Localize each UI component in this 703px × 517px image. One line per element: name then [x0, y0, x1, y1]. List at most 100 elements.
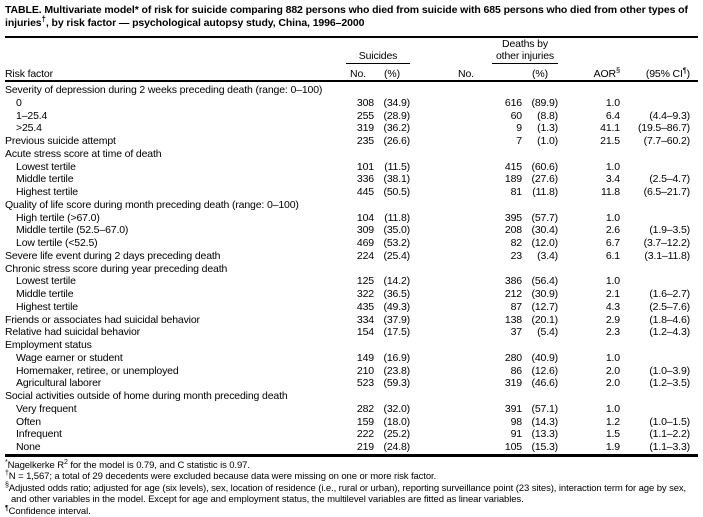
suicides-pct-cell: (53.2) [383, 237, 410, 249]
other-pct-cell: (89.9) [531, 96, 558, 109]
footnote-marker: ¶ [5, 504, 9, 512]
other-no-cell: 60 [510, 109, 523, 122]
suicides-no-cell: 282 [356, 402, 374, 415]
other-pct-cell: (12.7) [531, 300, 558, 313]
suicides-pct-cell: (17.5) [383, 326, 410, 339]
suicides-no-cell: 336 [356, 173, 374, 186]
other-no-cell: 37 [510, 326, 523, 339]
ci-cell: (1.0–1.5) [649, 415, 690, 428]
aor-cell: 2.1 [605, 288, 620, 300]
risk-factor-label: Middle tertile [16, 288, 74, 300]
suicides-pct-cell: (28.9) [383, 109, 410, 122]
other-injuries-line1: Deaths by [502, 38, 548, 50]
group-header-spacer [620, 37, 698, 64]
section-header-row: Chronic stress score during year precedi… [5, 263, 698, 276]
ci-cell: (2.5–7.6) [649, 300, 690, 313]
aor-cell [558, 390, 620, 403]
other-no-cell: 7 [516, 135, 522, 147]
suicides-pct-cell: (23.8) [383, 364, 410, 377]
other-no-cell: 189 [504, 173, 522, 186]
aor-cell: 3.4 [605, 173, 620, 186]
ci-label: (95% CI [645, 68, 683, 80]
other-pct-cell: (1.3) [537, 122, 558, 135]
ci-cell: (3.1–11.8) [644, 249, 690, 262]
other-pct-cell: (30.9) [531, 288, 558, 300]
ci-cell: (1.8–4.6) [649, 313, 690, 326]
other-no-cell [410, 263, 522, 276]
ci-cell: (1.1–3.3) [649, 441, 690, 453]
other-no-cell: 105 [504, 441, 522, 453]
other-pct-cell: (56.4) [531, 275, 558, 288]
other-no-cell: 9 [516, 122, 522, 135]
other-no-cell [410, 390, 522, 403]
table-row: Relative had suicidal behavior 154 (17.5) 3… [5, 326, 698, 339]
aor-cell: 1.0 [605, 211, 620, 224]
other-no-cell: 386 [504, 275, 522, 288]
section-header-row: Acute stress score at time of death [5, 148, 698, 161]
suicides-no-cell: 101 [356, 160, 374, 173]
ci-cell [620, 97, 698, 110]
aor-cell: 1.0 [605, 402, 620, 415]
ci-cell [620, 275, 698, 288]
ci-cell: (6.5–21.7) [643, 186, 691, 198]
other-pct-cell: (46.6) [531, 377, 558, 390]
table-row: Middle tertile 336 (38.1) 189 (27.6) 3.4 (2.5–… [5, 173, 698, 186]
table-row: Infrequent 222 (25.2) 91 (13.3) 1.5 (1.1–2.2) [5, 428, 698, 441]
table-row: Friends or associates had suicidal behav… [5, 314, 698, 327]
suicides-no-cell: 222 [356, 428, 374, 441]
section-header-row: Severity of depression during 2 weeks pr… [5, 81, 698, 97]
other-pct-cell: (15.3) [531, 441, 558, 453]
aor-cell: 11.8 [600, 186, 620, 198]
aor-cell [558, 81, 620, 97]
risk-factor-label: Acute stress score at time of death [5, 147, 162, 160]
other-no-cell: 82 [510, 237, 523, 249]
ci-cell [620, 148, 698, 161]
other-pct-cell: (1.0) [537, 135, 558, 147]
aor-cell [558, 148, 620, 161]
other-pct-cell [522, 263, 558, 276]
ci-cell [620, 352, 698, 365]
footnote-text: Confidence interval. [8, 505, 91, 517]
other-pct-cell: (60.6) [531, 160, 558, 173]
other-no-cell: 415 [504, 160, 522, 173]
suicides-no-cell: 159 [356, 415, 374, 428]
risk-factor-label: 0 [16, 96, 22, 109]
other-pct-cell: (30.4) [531, 224, 558, 237]
other-no-column-header: No. [410, 64, 522, 82]
risk-factor-label: Often [16, 415, 41, 428]
group-header-spacer [558, 37, 620, 64]
other-no-cell [410, 81, 522, 97]
suicides-no-column-header: No. [342, 64, 374, 82]
table-body: Severity of depression during 2 weeks pr… [5, 81, 698, 455]
ci-cell: (1.2–3.5) [649, 377, 690, 390]
suicides-pct-column-header: (%) [374, 64, 410, 82]
suicides-no-cell: 210 [356, 364, 374, 377]
ci-cell: (1.6–2.7) [649, 288, 690, 300]
suicides-pct-cell [374, 339, 410, 352]
column-header-row: Risk factor No. (%) No. (%) AOR§ (95% CI… [5, 64, 698, 82]
table-row: Middle tertile (52.5–67.0) 309 (35.0) 208 (3… [5, 224, 698, 237]
section-header-row: Quality of life score during month prece… [5, 199, 698, 212]
other-pct-cell [522, 81, 558, 97]
risk-factor-label: Highest tertile [16, 186, 78, 198]
table-row: Very frequent 282 (32.0) 391 (57.1) 1.0 [5, 403, 698, 416]
other-pct-cell: (13.3) [531, 428, 558, 441]
table-row: Lowest tertile 101 (11.5) 415 (60.6) 1.0 [5, 161, 698, 174]
suicides-pct-cell [374, 390, 410, 403]
suicides-pct-cell: (34.9) [383, 96, 410, 109]
ci-cell [620, 161, 698, 174]
ci-cell: (7.7–60.2) [643, 135, 691, 147]
other-no-cell [410, 199, 522, 212]
suicides-no-cell: 319 [356, 122, 374, 135]
ci-cell: (2.5–4.7) [649, 173, 690, 186]
table-row: 1–25.4 255 (28.9) 60 (8.8) 6.4 (4.4–9.3) [5, 110, 698, 123]
aor-column-header: AOR§ [558, 64, 620, 82]
risk-factor-label: High tertile (>67.0) [16, 211, 100, 224]
group-header-row: Suicides Deaths by other injuries [5, 37, 698, 64]
other-injuries-line2: other injuries [495, 49, 554, 62]
suicides-pct-cell: (26.6) [383, 135, 410, 147]
risk-factor-label: Severity of depression during 2 weeks pr… [5, 84, 323, 96]
aor-cell: 1.0 [605, 275, 620, 288]
table-title-dagger: † [41, 14, 46, 24]
table-row: Highest tertile 445 (50.5) 81 (11.8) 11.8 (6.5… [5, 186, 698, 199]
